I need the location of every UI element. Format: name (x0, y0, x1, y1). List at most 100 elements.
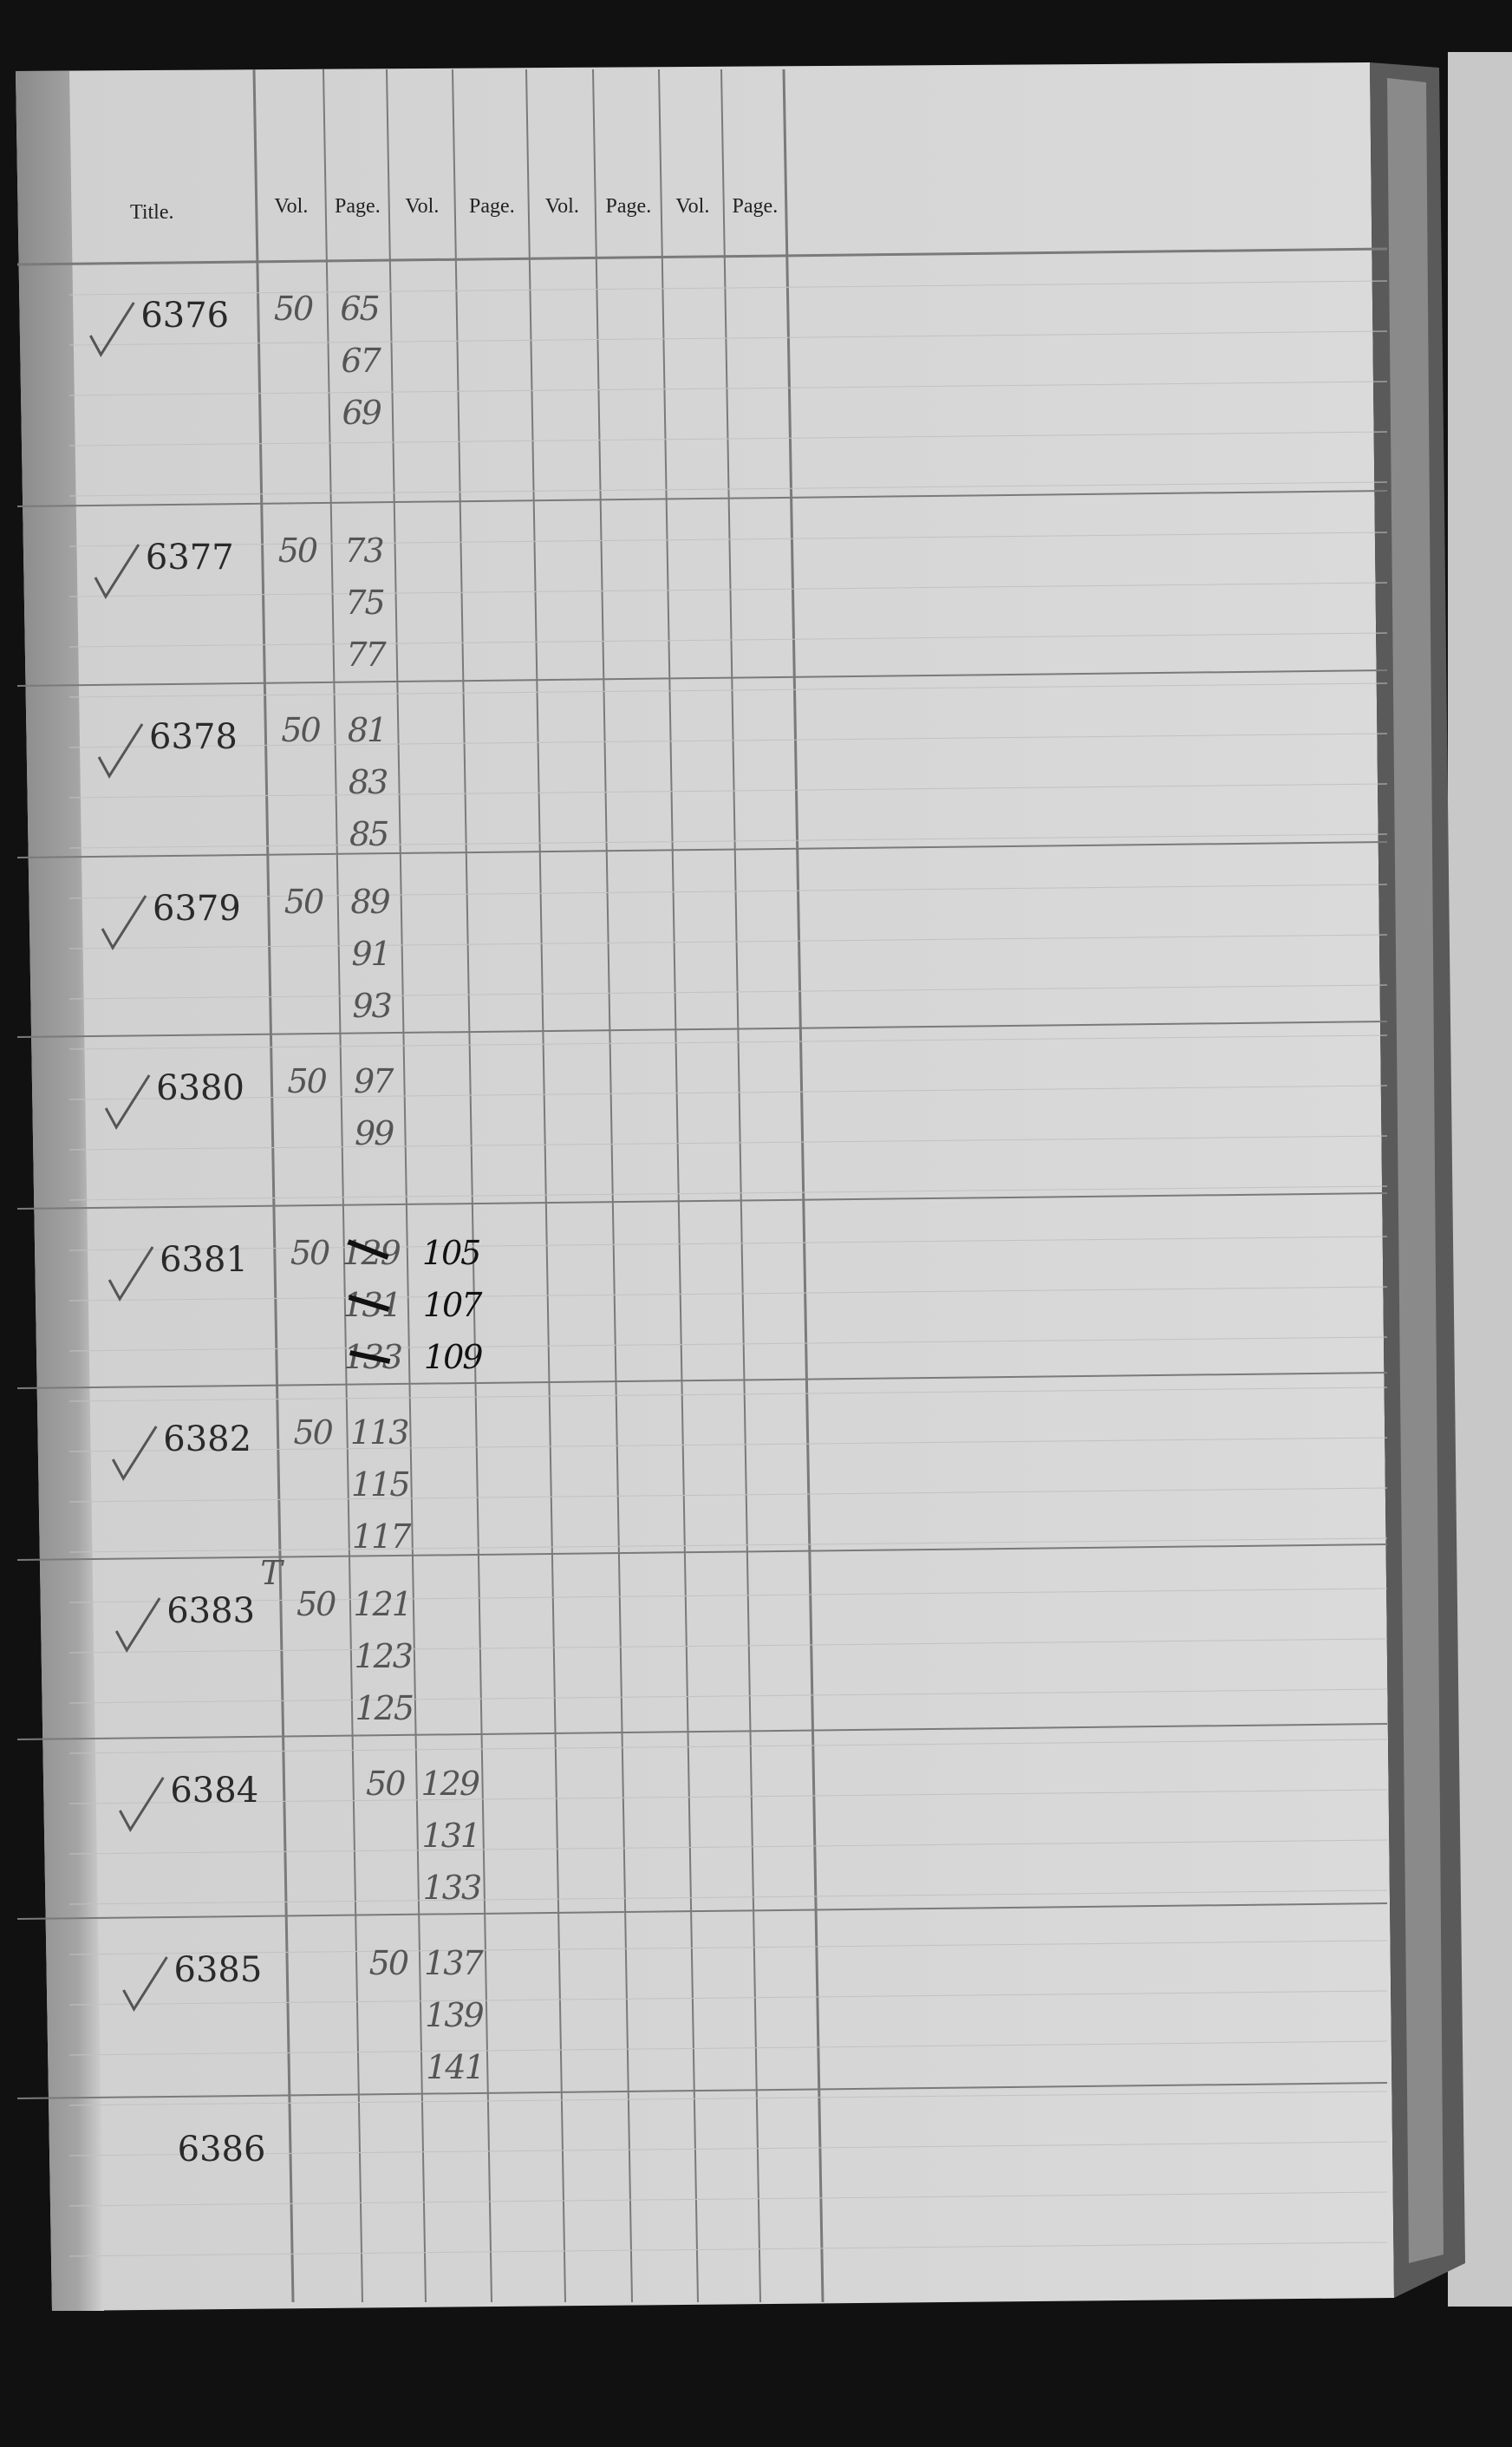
entry-page: 117 (352, 1517, 412, 1556)
ledger-entry: 6386 (178, 2130, 266, 2170)
entry-volume: 50 (293, 1413, 332, 1452)
entry-title: 6383 (166, 1591, 255, 1631)
paper (16, 62, 1394, 2311)
entry-title: 6378 (149, 717, 238, 757)
entry-corrected-page: 105 (422, 1234, 480, 1272)
guide-line (68, 984, 1388, 1000)
entry-page: 137 (424, 1944, 484, 1982)
entry-page: 69 (342, 394, 381, 432)
strike-mark (348, 1295, 390, 1312)
guide-line (68, 884, 1388, 899)
entry-page: 125 (355, 1689, 413, 1727)
guide-line (68, 1537, 1388, 1553)
entry-title: 6376 (140, 296, 229, 336)
guide-line (68, 1387, 1388, 1402)
guide-line (68, 934, 1388, 949)
guide-line (68, 1034, 1388, 1050)
guide-line (68, 1940, 1388, 1955)
guide-line (68, 1638, 1388, 1654)
row-rule (16, 669, 1388, 687)
guide-line (68, 1236, 1388, 1251)
entry-title: 6379 (153, 889, 241, 929)
guide-line (68, 2091, 1388, 2106)
guide-line (68, 1588, 1388, 1603)
entry-volume: 50 (278, 532, 317, 570)
strike-mark (349, 1350, 391, 1364)
row-rule (16, 1543, 1388, 1561)
guide-line (68, 2241, 1388, 2257)
entry-volume: 50 (366, 1765, 405, 1803)
ledger-entry: 6376 50 65 67 69 (89, 290, 384, 432)
row-rule (16, 1021, 1388, 1038)
checkmark-icon (119, 1777, 165, 1832)
entry-title: 6385 (174, 1950, 263, 1990)
checkmark-icon (101, 895, 147, 950)
entry-page: 133 (423, 1869, 481, 1907)
strike-mark (347, 1239, 389, 1260)
checkmark-icon (97, 723, 144, 779)
guide-line (68, 1085, 1388, 1100)
checkmark-icon (108, 1246, 154, 1302)
entry-volume: 50 (274, 290, 313, 328)
guide-line (68, 582, 1388, 597)
header-column-page: Page. (606, 195, 652, 218)
ledger-entry: 6379 50 89 91 93 (101, 883, 394, 1025)
entry-page: 97 (354, 1062, 394, 1100)
ledger-entry: 6384 50 129 131 133 (119, 1765, 483, 1907)
entry-page: 77 (346, 636, 387, 674)
guide-line (68, 481, 1388, 497)
guide-line (68, 1487, 1388, 1503)
entry-title: 6380 (156, 1068, 244, 1108)
ledger-entry: 6378 50 81 83 85 (97, 711, 389, 853)
header-column-vol: Vol. (675, 195, 709, 218)
guide-line (68, 2191, 1388, 2207)
checkmark-icon (122, 1956, 168, 2012)
entry-page: 139 (425, 1996, 484, 2034)
header-column-page: Page. (335, 195, 381, 218)
gutter-shadow (16, 71, 104, 2311)
entry-title: 6386 (178, 2130, 266, 2170)
guide-line (68, 330, 1388, 346)
entry-page: 75 (345, 584, 383, 622)
checkmark-icon (114, 1597, 161, 1653)
ledger-entry: 6385 50 137 139 141 (122, 1944, 486, 2086)
guide-line (68, 2141, 1388, 2157)
column-rule (252, 69, 295, 2303)
entry-title: 6382 (163, 1419, 251, 1459)
guide-line (68, 431, 1388, 447)
row-rule (16, 1192, 1388, 1210)
entry-title: 6381 (160, 1240, 248, 1280)
column-rule (525, 69, 566, 2303)
column-rule (782, 69, 824, 2303)
entry-page: 141 (426, 2048, 484, 2086)
entry-volume: 50 (284, 883, 323, 921)
entry-page: 65 (340, 290, 378, 328)
guide-line (68, 733, 1388, 748)
guide-line (68, 532, 1388, 547)
guide-line (68, 783, 1388, 799)
row-rule (16, 247, 1388, 266)
guide-line (68, 632, 1388, 648)
column-rule (720, 69, 761, 2303)
ledger-entry: 6380 50 97 99 (104, 1062, 396, 1152)
entry-volume: 50 (297, 1585, 336, 1623)
row-rule (16, 841, 1388, 858)
header-column-vol: Vol. (405, 195, 439, 218)
guide-line (68, 1185, 1388, 1201)
column-rule (592, 69, 633, 2303)
checkmark-icon (94, 544, 140, 599)
guide-line (68, 1789, 1388, 1804)
entry-page: 123 (354, 1637, 412, 1675)
entry-page: 73 (344, 532, 383, 570)
entry-page: 99 (355, 1114, 394, 1152)
guide-line (68, 1739, 1388, 1754)
entry-page: 67 (341, 342, 381, 380)
guide-line (68, 280, 1388, 296)
header-column-vol: Vol. (274, 195, 308, 218)
guide-line (68, 1286, 1388, 1302)
guide-line (68, 1135, 1388, 1151)
column-rule (658, 69, 699, 2303)
column-rule (323, 69, 363, 2303)
guide-line (68, 1688, 1388, 1704)
row-rule (16, 1723, 1388, 1740)
